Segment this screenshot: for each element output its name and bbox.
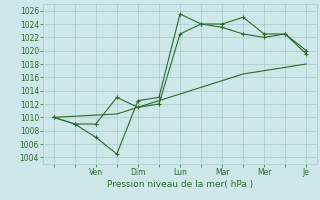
X-axis label: Pression niveau de la mer( hPa ): Pression niveau de la mer( hPa ) bbox=[107, 180, 253, 189]
